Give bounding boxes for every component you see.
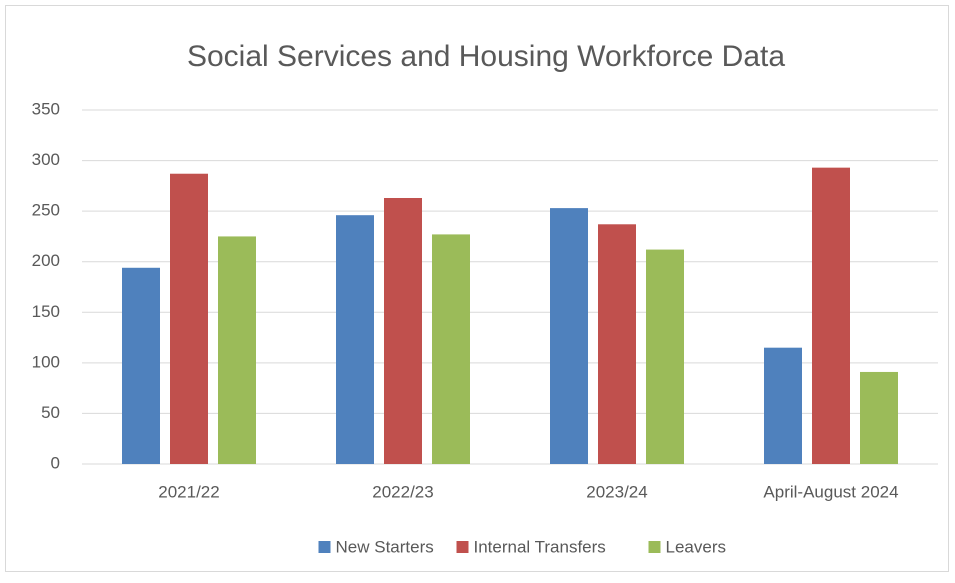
bar bbox=[432, 234, 470, 464]
bar bbox=[598, 224, 636, 464]
y-tick-label: 200 bbox=[32, 251, 60, 270]
bar bbox=[122, 267, 160, 464]
legend-label: Internal Transfers bbox=[474, 537, 606, 556]
y-tick-label: 250 bbox=[32, 201, 60, 220]
legend-swatch bbox=[318, 541, 331, 553]
bar bbox=[218, 236, 256, 464]
bar bbox=[812, 167, 850, 464]
bar bbox=[646, 249, 684, 464]
y-tick-label: 50 bbox=[41, 403, 60, 422]
legend-label: New Starters bbox=[336, 537, 434, 556]
y-tick-label: 100 bbox=[32, 352, 60, 371]
bar bbox=[170, 173, 208, 464]
chart-title: Social Services and Housing Workforce Da… bbox=[187, 40, 785, 73]
bar bbox=[550, 208, 588, 464]
legend-swatch bbox=[456, 541, 469, 553]
x-tick-label: 2021/22 bbox=[158, 482, 219, 501]
legend-swatch bbox=[648, 541, 661, 553]
bar bbox=[764, 347, 802, 464]
bar bbox=[336, 215, 374, 464]
y-tick-label: 350 bbox=[32, 99, 60, 118]
x-tick-label: April-August 2024 bbox=[763, 482, 898, 501]
y-tick-label: 150 bbox=[32, 302, 60, 321]
y-tick-label: 0 bbox=[51, 453, 60, 472]
chart-border bbox=[5, 5, 949, 572]
x-tick-label: 2022/23 bbox=[372, 482, 433, 501]
legend-label: Leavers bbox=[666, 537, 726, 556]
bar bbox=[860, 371, 898, 464]
y-tick-label: 300 bbox=[32, 150, 60, 169]
bar bbox=[384, 197, 422, 464]
x-tick-label: 2023/24 bbox=[586, 482, 647, 501]
